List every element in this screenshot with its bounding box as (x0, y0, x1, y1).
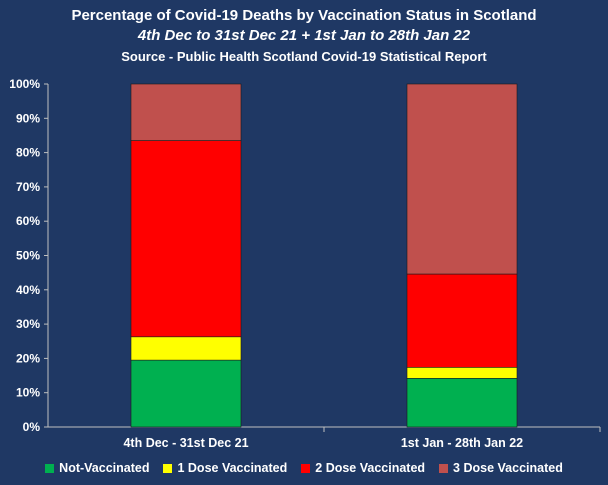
legend-item-2-dose: 2 Dose Vaccinated (301, 461, 425, 475)
y-tick-label: 10% (16, 386, 40, 400)
y-tick-label: 60% (16, 214, 40, 228)
legend-swatch (45, 463, 55, 473)
chart-subtitle: 4th Dec to 31st Dec 21 + 1st Jan to 28th… (137, 27, 471, 44)
chart-source: Source - Public Health Scotland Covid-19… (121, 49, 487, 64)
x-tick-label: 4th Dec - 31st Dec 21 (123, 436, 248, 450)
y-tick-label: 30% (16, 317, 40, 331)
bar-segment (406, 83, 518, 275)
x-tick-label: 1st Jan - 28th Jan 22 (401, 436, 523, 450)
y-tick-label: 100% (9, 77, 40, 91)
bar-segment (406, 377, 518, 428)
chart-title: Percentage of Covid-19 Deaths by Vaccina… (71, 7, 537, 24)
y-tick-label: 80% (16, 146, 40, 160)
y-tick-label: 20% (16, 351, 40, 365)
legend-item-not-vaccinated: Not-Vaccinated (45, 461, 149, 475)
legend-label: 2 Dose Vaccinated (315, 461, 426, 475)
legend: Not-Vaccinated 1 Dose Vaccinated 2 Dose … (0, 461, 608, 475)
y-tick-label: 90% (16, 111, 40, 125)
legend-label: 3 Dose Vaccinated (453, 461, 563, 475)
bar-segment (406, 367, 518, 379)
y-tick-label: 40% (16, 283, 40, 297)
y-tick-label: 0% (23, 420, 41, 434)
y-tick-label: 70% (16, 180, 40, 194)
bar-segment (130, 140, 242, 338)
legend-label: Not-Vaccinated (59, 461, 150, 475)
legend-swatch (439, 463, 449, 473)
legend-swatch (163, 463, 173, 473)
legend-swatch (301, 463, 311, 473)
bar-segment (130, 336, 242, 361)
bar-segment (130, 359, 242, 428)
bar-segment (406, 273, 518, 368)
legend-item-3-dose: 3 Dose Vaccinated (439, 461, 563, 475)
y-tick-label: 50% (16, 249, 40, 263)
bar-segment (130, 83, 242, 141)
legend-item-1-dose: 1 Dose Vaccinated (163, 461, 287, 475)
legend-label: 1 Dose Vaccinated (177, 461, 288, 475)
